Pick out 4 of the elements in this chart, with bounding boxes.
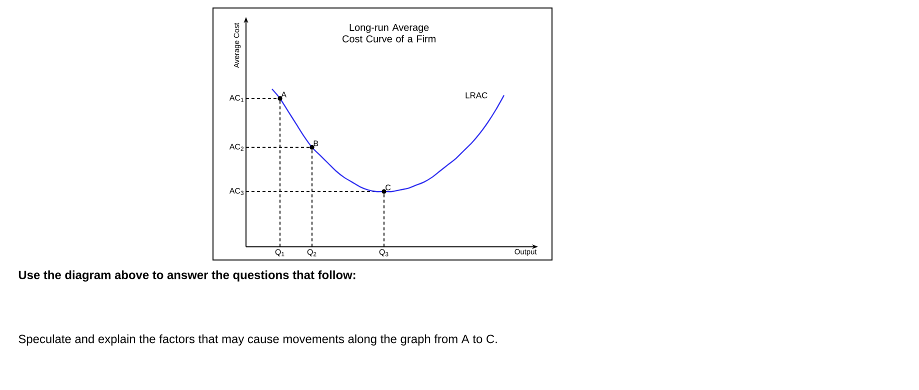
text: Speculate and explain the factors that may cause movements along the graph from A to C. xyxy=(18,334,497,346)
chart-title: Long-run Average Cost Curve of a Firm xyxy=(342,24,436,42)
series-label: LRAC xyxy=(466,92,488,98)
text: Use the diagram above to answer the questions that follow: xyxy=(18,270,356,282)
